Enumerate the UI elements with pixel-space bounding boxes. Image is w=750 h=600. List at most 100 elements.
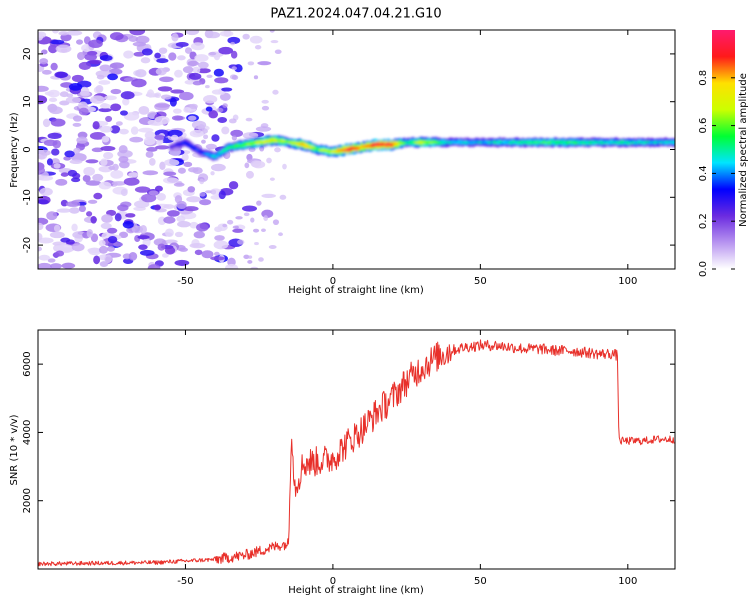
noise-blob — [68, 83, 83, 91]
noise-blob — [90, 216, 97, 224]
noise-blob — [160, 94, 172, 100]
noise-blob — [49, 231, 65, 239]
noise-blob — [78, 205, 86, 213]
noise-blob — [122, 98, 130, 106]
noise-blob — [172, 108, 182, 114]
noise-blob — [135, 35, 150, 44]
noise-blob — [170, 134, 179, 141]
noise-blob — [261, 228, 266, 233]
noise-blob — [261, 105, 270, 111]
noise-blob — [65, 201, 81, 207]
ridge-segment — [430, 140, 435, 143]
noise-blob — [203, 134, 209, 140]
noise-blob — [154, 115, 170, 125]
noise-blob — [105, 115, 113, 123]
noise-blob — [114, 213, 122, 222]
noise-blob — [99, 54, 113, 61]
x-tick-label: 100 — [618, 276, 637, 287]
noise-blob — [98, 245, 108, 254]
ridge-segment — [205, 153, 211, 156]
noise-blob — [133, 200, 150, 208]
noise-blobs — [38, 30, 287, 269]
noise-blob — [205, 106, 213, 112]
colorbar: 0.0 0.2 0.4 0.6 0.8 Normalized spectral ampl… — [698, 30, 749, 277]
noise-blob — [63, 156, 71, 161]
ridge-segment — [195, 149, 200, 151]
noise-blob — [130, 126, 139, 135]
noise-blob — [38, 237, 54, 244]
noise-blob — [157, 243, 166, 251]
noise-blob — [38, 95, 48, 105]
noise-blob — [38, 222, 44, 231]
noise-blob — [188, 72, 202, 80]
noise-blob — [221, 87, 233, 92]
noise-blob — [174, 231, 184, 238]
noise-blob — [155, 145, 170, 150]
noise-blob — [213, 68, 224, 77]
noise-blob — [88, 247, 102, 256]
noise-blob — [104, 95, 117, 101]
noise-blob — [189, 243, 206, 249]
noise-blob — [38, 85, 49, 92]
noise-blob — [100, 222, 112, 230]
noise-blob — [119, 110, 128, 116]
noise-blob — [182, 66, 194, 74]
snr-x-ticks: -50 0 50 100 — [177, 330, 637, 587]
noise-blob — [64, 150, 75, 158]
noise-blob — [210, 256, 226, 261]
noise-blob — [208, 51, 217, 56]
noise-blob — [218, 190, 226, 200]
noise-blob — [170, 89, 185, 94]
noise-blob — [247, 255, 253, 259]
y-tick-label: 10 — [22, 95, 33, 108]
noise-blob — [211, 134, 220, 142]
noise-blob — [163, 171, 177, 177]
noise-blob — [197, 68, 211, 74]
noise-blob — [189, 129, 204, 138]
noise-blob — [131, 225, 144, 234]
noise-blob — [123, 112, 140, 121]
noise-blob — [158, 47, 168, 54]
noise-blob — [68, 207, 80, 214]
noise-blob — [56, 208, 72, 213]
noise-blob — [210, 189, 217, 195]
noise-blob — [269, 177, 275, 181]
noise-blob — [106, 227, 118, 234]
noise-blob — [193, 231, 205, 239]
noise-blob — [54, 71, 67, 78]
ridge-segment — [672, 140, 675, 143]
noise-blob — [147, 264, 161, 269]
noise-blob — [232, 228, 244, 233]
noise-blob — [272, 89, 279, 95]
noise-blob — [185, 30, 200, 36]
ridge-segment — [356, 147, 361, 150]
noise-blob — [173, 182, 185, 187]
noise-blob — [169, 97, 177, 107]
noise-blob — [101, 103, 108, 108]
colorbar-tick-label: 0.4 — [698, 165, 709, 181]
noise-blob — [89, 131, 106, 140]
noise-blob — [84, 53, 97, 61]
noise-blob — [154, 52, 161, 59]
noise-blob — [178, 247, 188, 252]
x-tick-label: -50 — [177, 276, 193, 287]
noise-blob — [210, 163, 226, 172]
noise-blob — [98, 239, 106, 247]
noise-blob — [194, 54, 209, 62]
snr-panel: -50 0 50 100 2000 4000 6000 Height of straigh… — [9, 329, 676, 596]
snr-background — [38, 330, 675, 569]
noise-blob — [83, 166, 95, 176]
x-tick-label: 0 — [330, 576, 336, 587]
noise-blob — [120, 188, 128, 197]
noise-blob — [206, 31, 221, 39]
spectrogram-x-ticks: -50 0 50 100 — [177, 30, 637, 287]
snr-frame — [37, 329, 676, 570]
noise-blob — [243, 212, 250, 217]
noise-blob — [141, 48, 153, 56]
noise-blob — [155, 67, 167, 76]
colorbar-tick-label: 0.8 — [698, 70, 709, 86]
noise-blob — [55, 44, 72, 53]
noise-blob — [82, 174, 91, 183]
noise-blob — [249, 35, 263, 44]
noise-blob — [214, 77, 229, 84]
